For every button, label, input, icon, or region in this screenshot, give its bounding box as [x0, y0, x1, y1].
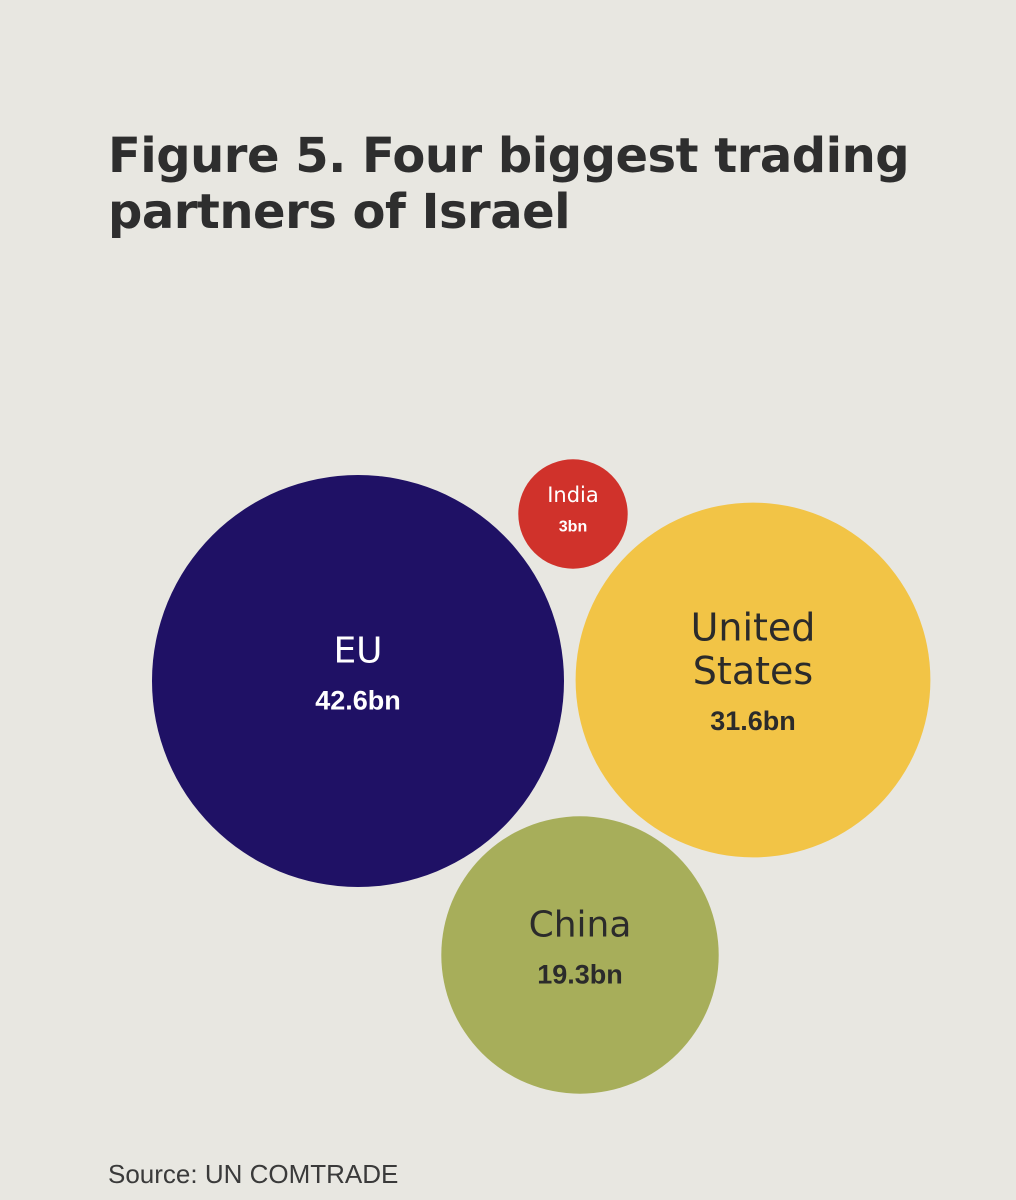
- bubble-label-india: India: [547, 483, 599, 507]
- bubble-china: China 19.3bn: [441, 816, 719, 1094]
- bubble-value-india: 3bn: [559, 519, 587, 536]
- bubble-circle-eu: [152, 475, 564, 887]
- chart-title: Figure 5. Four biggest trading partners …: [108, 128, 910, 240]
- bubble-value-united-states: 31.6bn: [710, 706, 796, 736]
- bubble-circle-india: [518, 459, 628, 569]
- bubble-circle-china: [441, 816, 719, 1094]
- bubble-label-united-states-line-2: States: [693, 649, 813, 693]
- source-note: Source: UN COMTRADE: [108, 1159, 399, 1189]
- bubble-india: India 3bn: [518, 459, 628, 569]
- bubble-eu: EU 42.6bn: [152, 475, 564, 887]
- bubble-label-china: China: [529, 905, 632, 946]
- bubble-label-eu: EU: [333, 631, 382, 672]
- bubble-circle-united-states: [575, 502, 931, 858]
- bubble-value-eu: 42.6bn: [315, 685, 401, 715]
- bubble-value-china: 19.3bn: [537, 959, 623, 989]
- bubble-label-united-states-line-1: United: [691, 605, 816, 649]
